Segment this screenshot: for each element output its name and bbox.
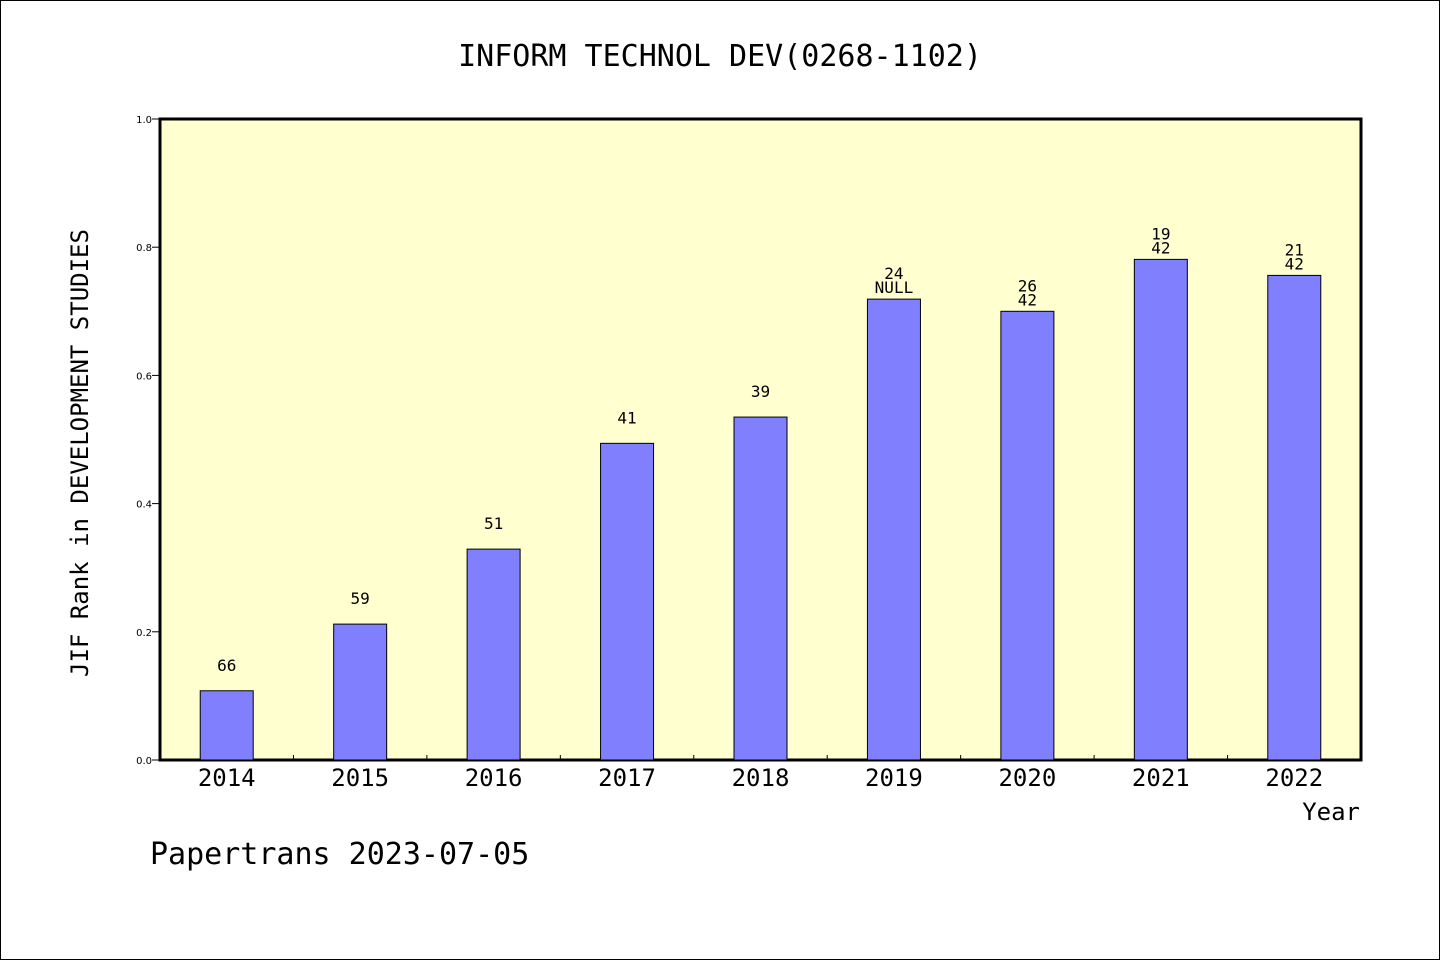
- bar-2018: [733, 416, 788, 761]
- y-tick-label: 0.4: [136, 500, 152, 511]
- x-tick-label: 2016: [465, 764, 523, 792]
- data-label-total: 42: [1018, 290, 1037, 309]
- data-label: 41: [617, 408, 636, 427]
- x-tick-label: 2020: [998, 764, 1056, 792]
- x-axis-label: Year: [1302, 798, 1360, 826]
- x-tick-label: 2022: [1265, 764, 1323, 792]
- y-tick-label: 1.0: [136, 115, 152, 126]
- y-axis: 0.0 0.2 0.4 0.6 0.8 1.0: [136, 115, 160, 767]
- data-label-rank: 21: [1285, 240, 1304, 259]
- data-label-total: 42: [1151, 238, 1170, 257]
- bar-2015: [333, 623, 388, 761]
- chart-title: INFORM TECHNOL DEV(0268-1102): [458, 39, 982, 74]
- bar-2014: [199, 690, 254, 761]
- x-axis: 2014 2015 2016 2017 2018 2019 2020 2021 2022: [198, 755, 1323, 792]
- data-label-rank: 19: [1151, 224, 1170, 243]
- footer-credit: Papertrans 2023-07-05: [150, 837, 529, 872]
- x-tick-label: 2018: [732, 764, 790, 792]
- x-tick-label: 2021: [1132, 764, 1190, 792]
- x-tick-label: 2014: [198, 764, 256, 792]
- bar-2021: [1133, 258, 1188, 761]
- data-label: 66: [217, 656, 236, 675]
- bar-2019: [866, 298, 921, 761]
- bars: [199, 258, 1322, 761]
- bar-2022: [1267, 274, 1322, 761]
- data-label-total: 42: [1285, 254, 1304, 273]
- data-label-total: NULL: [875, 278, 914, 297]
- data-label-rank: 24: [884, 264, 903, 283]
- y-tick-label: 0.8: [136, 243, 152, 254]
- data-label-rank: 26: [1018, 276, 1037, 295]
- data-label: 39: [751, 382, 770, 401]
- x-tick-label: 2015: [331, 764, 389, 792]
- y-tick-label: 0.2: [136, 628, 152, 639]
- y-tick-label: 0.6: [136, 371, 152, 382]
- data-label: 51: [484, 514, 503, 533]
- bar-2020: [1000, 310, 1055, 761]
- y-axis-label: JIF Rank in DEVELOPMENT STUDIES: [66, 229, 94, 677]
- bar-2016: [466, 548, 521, 761]
- x-tick-label: 2019: [865, 764, 923, 792]
- bar-2017: [600, 442, 655, 761]
- data-label: 59: [351, 589, 370, 608]
- y-tick-label: 0.0: [136, 756, 152, 767]
- x-tick-label: 2017: [598, 764, 656, 792]
